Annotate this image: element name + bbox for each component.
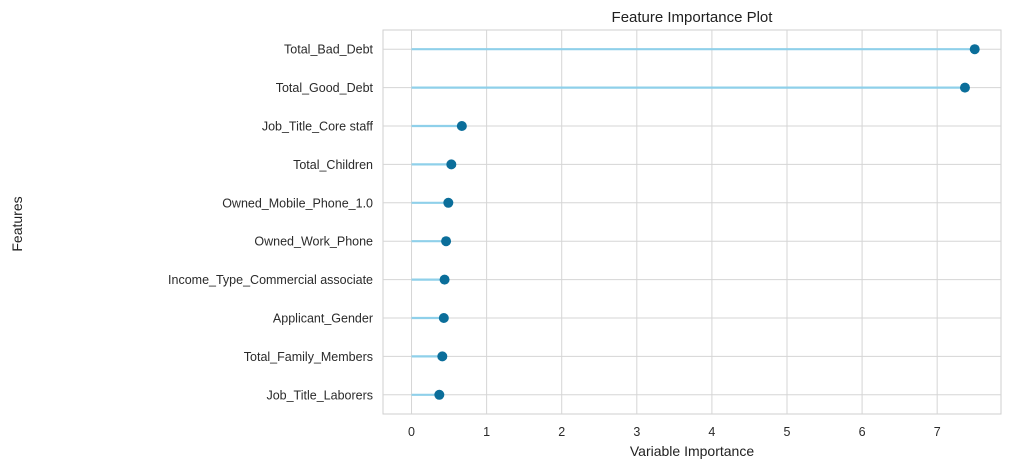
plot-frame <box>382 29 1002 415</box>
category-label: Total_Good_Debt <box>276 81 374 95</box>
importance-marker <box>443 197 454 208</box>
category-label: Job_Title_Core staff <box>262 120 374 134</box>
x-tick-label: 7 <box>934 425 941 439</box>
importance-marker <box>969 44 980 55</box>
importance-marker <box>437 351 448 362</box>
x-axis-label: Variable Importance <box>630 443 754 459</box>
x-tick-label: 2 <box>558 425 565 439</box>
importance-marker <box>439 274 450 285</box>
importance-marker <box>456 121 467 131</box>
importance-marker <box>959 82 970 93</box>
x-tick-label: 5 <box>784 425 791 439</box>
category-label: Income_Type_Commercial associate <box>168 273 373 287</box>
marks-layer <box>411 44 980 400</box>
category-label: Applicant_Gender <box>273 312 373 326</box>
labels-layer: 0 1 2 3 4 5 6 7 Total_Bad_Debt Total_Good_Debt Job… <box>168 43 941 439</box>
x-tick-label: 6 <box>859 425 866 439</box>
category-label: Total_Family_Members <box>244 350 373 364</box>
chart-title: Feature Importance Plot <box>612 9 774 26</box>
category-label: Owned_Mobile_Phone_1.0 <box>222 196 373 210</box>
importance-marker <box>441 236 452 247</box>
x-tick-label: 1 <box>483 425 490 439</box>
category-label: Owned_Work_Phone <box>254 235 373 249</box>
x-tick-label: 0 <box>408 425 415 439</box>
category-label: Total_Bad_Debt <box>284 43 373 57</box>
y-axis-label: Features <box>9 196 25 251</box>
category-label: Job_Title_Laborers <box>266 388 373 402</box>
importance-marker <box>446 159 457 170</box>
category-label: Total_Children <box>293 158 373 172</box>
x-tick-label: 3 <box>633 425 640 439</box>
importance-marker <box>438 313 449 323</box>
importance-marker <box>434 389 445 400</box>
x-tick-label: 4 <box>708 425 715 439</box>
